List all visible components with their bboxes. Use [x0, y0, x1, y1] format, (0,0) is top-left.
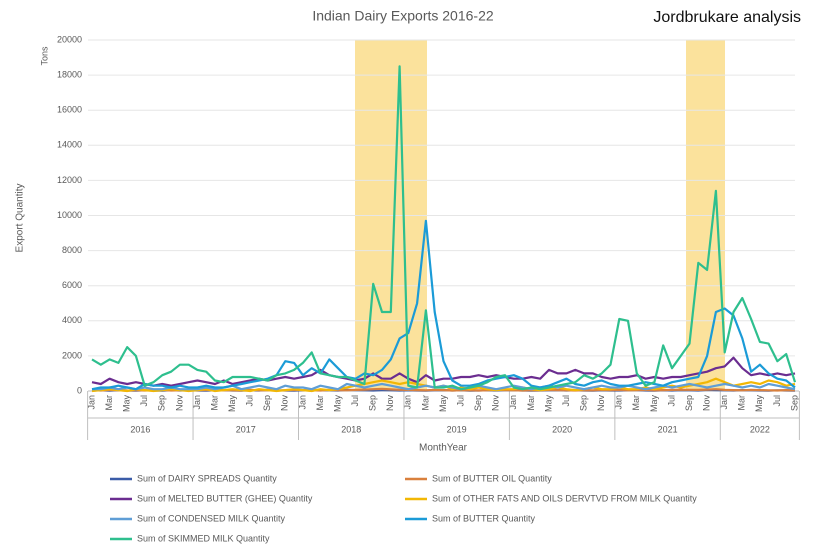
series-line	[92, 382, 796, 391]
legend-label: Sum of CONDENSED MILK Quantity	[137, 513, 286, 523]
x-tick-label: Mar	[420, 395, 430, 411]
x-tick-label: Sep	[684, 395, 694, 411]
x-tick-label: Jul	[561, 395, 571, 407]
x-tick-label: Mar	[104, 395, 114, 411]
y-tick-label: 10000	[57, 210, 82, 220]
x-tick-label: Jan	[86, 395, 96, 410]
series-line	[91, 356, 796, 387]
x-tick-label: Mar	[631, 395, 641, 411]
x-tick-label: Mar	[737, 395, 747, 411]
y-tick-label: 6000	[62, 280, 82, 290]
x-tick-label: Jan	[719, 395, 729, 410]
x-tick-label: Nov	[385, 395, 395, 412]
x-tick-label: Jul	[350, 395, 360, 407]
x-tick-label: Jul	[772, 395, 782, 407]
x-tick-label: Mar	[209, 395, 219, 411]
x-tick-label: Jan	[614, 395, 624, 410]
x-tick-label: Jan	[403, 395, 413, 410]
annotation: Jordbrukare analysis	[653, 9, 801, 26]
x-group-label: 2016	[130, 424, 150, 434]
x-tick-label: Sep	[157, 395, 167, 411]
x-tick-label: Sep	[368, 395, 378, 411]
legend-label: Sum of DAIRY SPREADS Quantity	[137, 473, 277, 483]
x-tick-label: Sep	[473, 395, 483, 411]
y-tick-label: 2000	[62, 350, 82, 360]
x-tick-label: May	[122, 395, 132, 413]
x-group-label: 2017	[236, 424, 256, 434]
x-group-label: 2019	[447, 424, 467, 434]
x-axis-label: MonthYear	[419, 443, 468, 454]
x-tick-label: Jul	[666, 395, 676, 407]
x-tick-label: May	[332, 395, 342, 413]
x-tick-label: Mar	[315, 395, 325, 411]
x-group-label: 2018	[341, 424, 361, 434]
y-axis-label: Export Quantity	[15, 184, 26, 253]
legend-label: Sum of OTHER FATS AND OILS DERVTVD FROM …	[432, 493, 697, 503]
x-tick-label: Jan	[297, 395, 307, 410]
x-group-label: 2020	[552, 424, 572, 434]
x-tick-label: May	[754, 395, 764, 413]
x-tick-label: May	[649, 395, 659, 413]
x-tick-label: May	[438, 395, 448, 413]
y-tick-label: 0	[77, 385, 82, 395]
x-tick-label: Jul	[245, 395, 255, 407]
x-tick-label: Sep	[578, 395, 588, 411]
legend-label: Sum of BUTTER Quantity	[432, 513, 536, 523]
series-line	[91, 65, 797, 391]
y-tick-label: 16000	[57, 105, 82, 115]
y-tick-label: 14000	[57, 140, 82, 150]
x-tick-label: Mar	[526, 395, 536, 411]
x-group-label: 2021	[658, 424, 678, 434]
x-tick-label: Jan	[192, 395, 202, 410]
x-tick-label: May	[227, 395, 237, 413]
legend-label: Sum of MELTED BUTTER (GHEE) Quantity	[137, 493, 313, 503]
series-line	[91, 219, 796, 391]
chart-title: Indian Dairy Exports 2016-22	[312, 8, 494, 24]
y-tick-label: 20000	[57, 34, 82, 44]
y-unit: Tons	[39, 46, 49, 66]
x-tick-label: Nov	[702, 395, 712, 412]
x-tick-label: Jan	[508, 395, 518, 410]
legend-label: Sum of SKIMMED MILK Quantity	[137, 533, 270, 543]
x-tick-label: Nov	[280, 395, 290, 412]
x-tick-label: Nov	[596, 395, 606, 412]
x-tick-label: Jul	[139, 395, 149, 407]
y-tick-label: 18000	[57, 69, 82, 79]
x-tick-label: Sep	[789, 395, 799, 411]
x-group-label: 2022	[750, 424, 770, 434]
x-tick-label: Nov	[491, 395, 501, 412]
x-tick-label: Jul	[455, 395, 465, 407]
x-tick-label: Sep	[262, 395, 272, 411]
y-tick-label: 4000	[62, 315, 82, 325]
x-tick-label: May	[543, 395, 553, 413]
legend-label: Sum of BUTTER OIL Quantity	[432, 473, 552, 483]
y-tick-label: 8000	[62, 245, 82, 255]
y-tick-label: 12000	[57, 175, 82, 185]
x-tick-label: Nov	[174, 395, 184, 412]
